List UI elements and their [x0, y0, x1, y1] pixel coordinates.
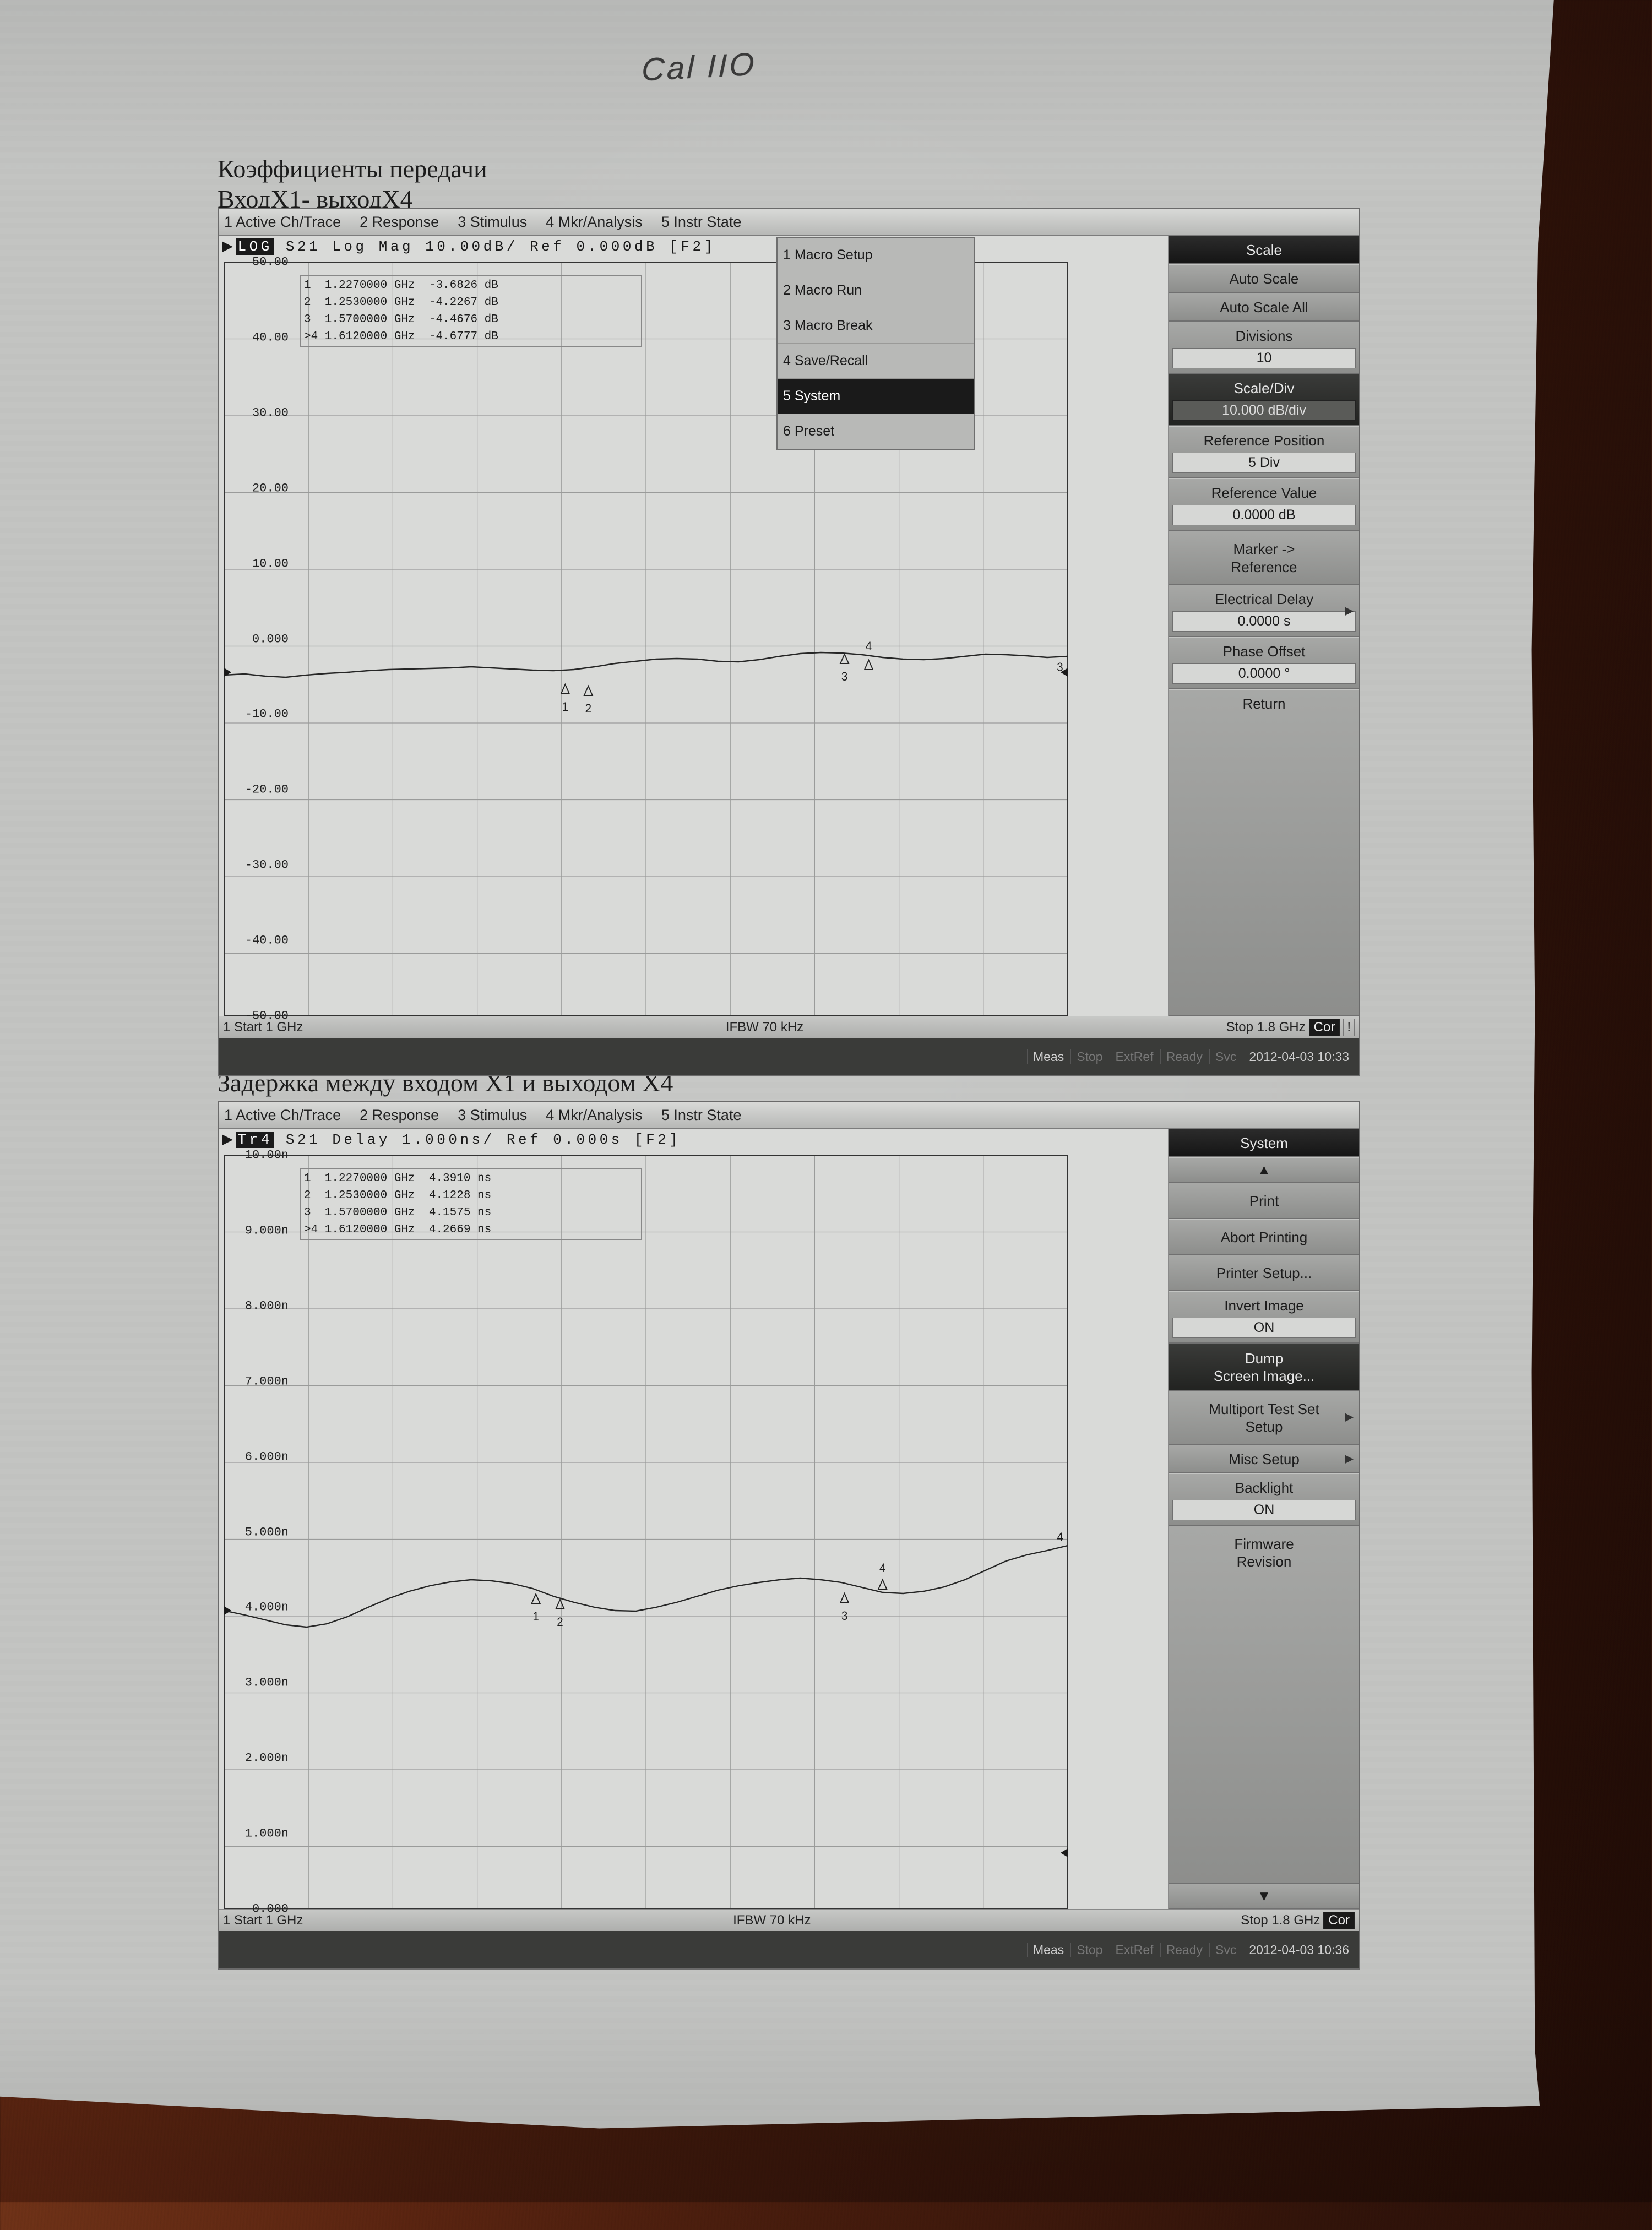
svg-text:4: 4 — [866, 639, 872, 653]
svg-text:1: 1 — [532, 1609, 539, 1623]
svg-text:3: 3 — [841, 1609, 847, 1623]
svg-text:2: 2 — [585, 701, 591, 715]
svg-text:3: 3 — [841, 670, 847, 683]
svg-text:4: 4 — [1057, 1530, 1063, 1544]
svg-text:2: 2 — [557, 1615, 563, 1629]
svg-text:1: 1 — [562, 700, 568, 714]
svg-text:4: 4 — [879, 1561, 886, 1575]
